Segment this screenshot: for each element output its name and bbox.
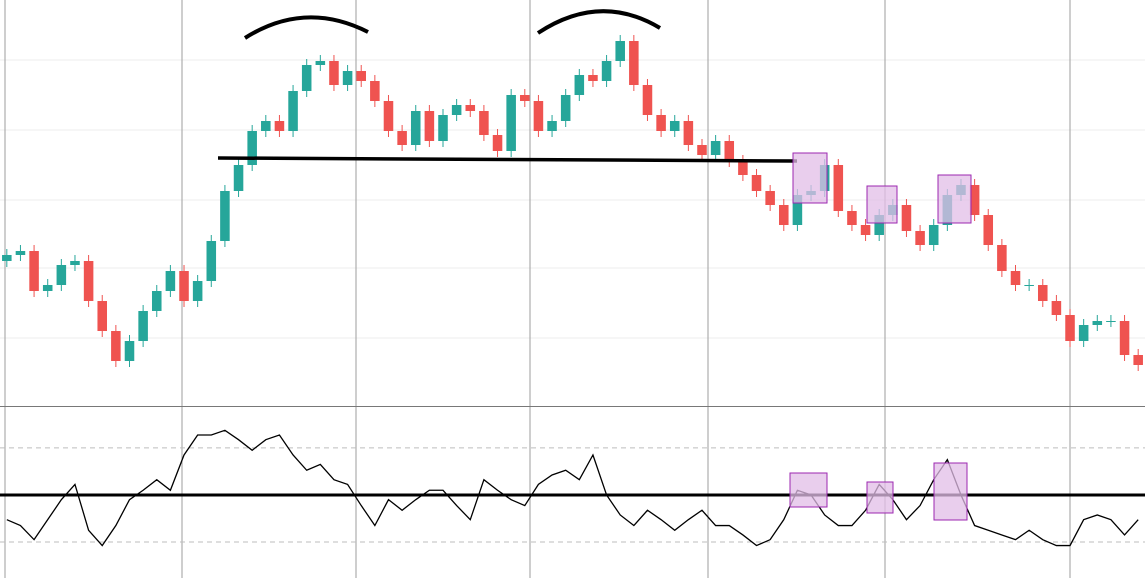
candle-body: [738, 161, 748, 175]
candle-body: [315, 61, 326, 65]
candle-body: [329, 61, 339, 85]
candle-body: [397, 131, 407, 145]
candle-body: [983, 215, 994, 245]
candle-body: [56, 265, 67, 285]
candle-body: [588, 75, 598, 81]
candle-body: [1133, 355, 1143, 365]
candle-body: [751, 175, 762, 191]
candle-body: [465, 105, 476, 111]
candle-body: [179, 271, 189, 301]
candle-body: [1078, 325, 1089, 341]
candle-body: [492, 135, 503, 151]
highlight-box: [789, 472, 828, 508]
highlight-box: [933, 462, 968, 521]
candle-body: [233, 165, 244, 191]
candle-body: [520, 95, 530, 101]
arc-drawing: [243, 15, 369, 40]
candle-body: [1051, 301, 1062, 315]
annotations: [0, 9, 1145, 521]
candle-body: [383, 101, 394, 131]
candle-body: [261, 121, 271, 131]
candle-body: [192, 281, 203, 301]
candle-body: [901, 205, 912, 231]
candle-body: [833, 165, 844, 211]
highlight-box: [866, 185, 898, 224]
candle-body: [1065, 315, 1075, 341]
candle-body: [438, 115, 448, 141]
candle-body: [629, 41, 639, 85]
candle-body: [410, 111, 421, 145]
candle-body: [997, 245, 1007, 271]
candle-body: [424, 111, 435, 141]
series-layer: [0, 35, 1145, 547]
candle-body: [356, 71, 366, 81]
candle-body: [779, 205, 789, 225]
candle-body: [1037, 285, 1048, 301]
candle-body: [1106, 321, 1116, 322]
candle-body: [506, 95, 516, 151]
candle-body: [165, 271, 176, 291]
candle-body: [1024, 285, 1034, 286]
candle-body: [342, 71, 353, 85]
candle-body: [860, 225, 871, 235]
candle-body: [301, 65, 312, 91]
candle-body: [370, 81, 380, 101]
candle-body: [479, 111, 489, 135]
candle-body: [206, 241, 217, 281]
candle-body: [70, 261, 80, 265]
candle-body: [15, 251, 26, 255]
candle-body: [656, 115, 666, 131]
oscillator-line: [6, 429, 1139, 547]
candle-body: [451, 105, 462, 115]
candle-body: [220, 191, 230, 241]
candle-body: [111, 331, 121, 361]
candle-body: [615, 41, 625, 61]
candle-body: [29, 251, 39, 291]
candle-body: [928, 225, 939, 245]
candle-body: [274, 121, 285, 131]
neckline: [217, 156, 798, 163]
highlight-box: [937, 174, 972, 224]
candle-body: [1010, 271, 1021, 285]
candle-body: [710, 141, 721, 155]
candle-body: [247, 131, 257, 165]
highlight-box: [866, 481, 894, 514]
candle-body: [42, 285, 53, 291]
candle-body: [97, 301, 108, 331]
candle-body: [874, 215, 884, 235]
candle-body: [792, 195, 803, 225]
candle-body: [151, 291, 162, 311]
candle-body: [765, 191, 775, 205]
candle-body: [724, 141, 735, 161]
candle-body: [847, 211, 857, 225]
candle-body: [697, 145, 707, 155]
candle-body: [560, 95, 571, 121]
candle-body: [601, 61, 612, 81]
arc-drawing: [536, 9, 662, 35]
candle-body: [642, 85, 653, 115]
candle-body: [915, 231, 925, 245]
candle-body: [288, 91, 298, 131]
candle-body: [547, 121, 557, 131]
candle-body: [1092, 321, 1103, 325]
candle-body: [83, 261, 94, 301]
candle-body: [574, 75, 585, 95]
candle-body: [969, 185, 980, 215]
candle-body: [138, 311, 148, 341]
candle-body: [124, 341, 135, 361]
highlight-box: [792, 152, 828, 204]
candle-body: [683, 121, 694, 145]
candle-body: [669, 121, 680, 131]
candle-body: [1119, 321, 1130, 355]
candle-body: [533, 101, 544, 131]
candle-body: [2, 255, 12, 261]
